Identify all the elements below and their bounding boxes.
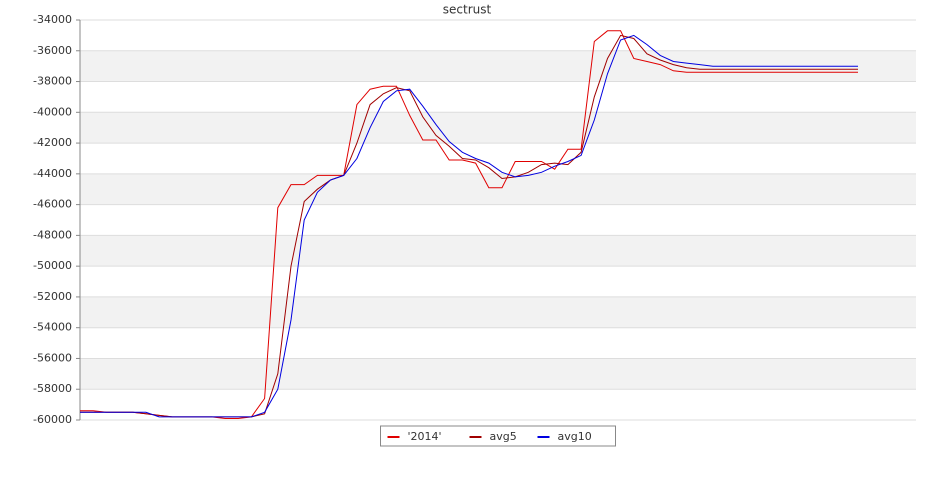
y-tick-label: -56000 xyxy=(33,351,72,364)
y-tick-label: -58000 xyxy=(33,382,72,395)
y-tick-label: -46000 xyxy=(33,198,72,211)
legend-label: avg5 xyxy=(490,430,517,443)
legend-box xyxy=(380,425,616,447)
grid-band xyxy=(80,296,916,328)
y-tick-label: -48000 xyxy=(33,228,72,241)
y-tick-label: -34000 xyxy=(33,13,72,26)
grid-band xyxy=(80,358,916,390)
legend-label: avg10 xyxy=(558,430,592,443)
y-tick-label: -54000 xyxy=(33,321,72,334)
y-tick-label: -60000 xyxy=(33,413,72,426)
grid-band xyxy=(80,112,916,144)
y-tick-label: -40000 xyxy=(33,105,72,118)
chart-title: sectrust xyxy=(443,3,492,17)
y-tick-label: -42000 xyxy=(33,136,72,149)
y-tick-label: -36000 xyxy=(33,44,72,57)
legend: '2014' avg5 avg10 xyxy=(380,425,616,447)
y-tick-label: -52000 xyxy=(33,290,72,303)
y-tick-label: -50000 xyxy=(33,259,72,272)
legend-label: '2014' xyxy=(408,430,442,443)
grid-band xyxy=(80,173,916,205)
y-tick-label: -38000 xyxy=(33,75,72,88)
grid-band xyxy=(80,235,916,267)
y-tick-label: -44000 xyxy=(33,167,72,180)
series-line xyxy=(80,34,858,418)
